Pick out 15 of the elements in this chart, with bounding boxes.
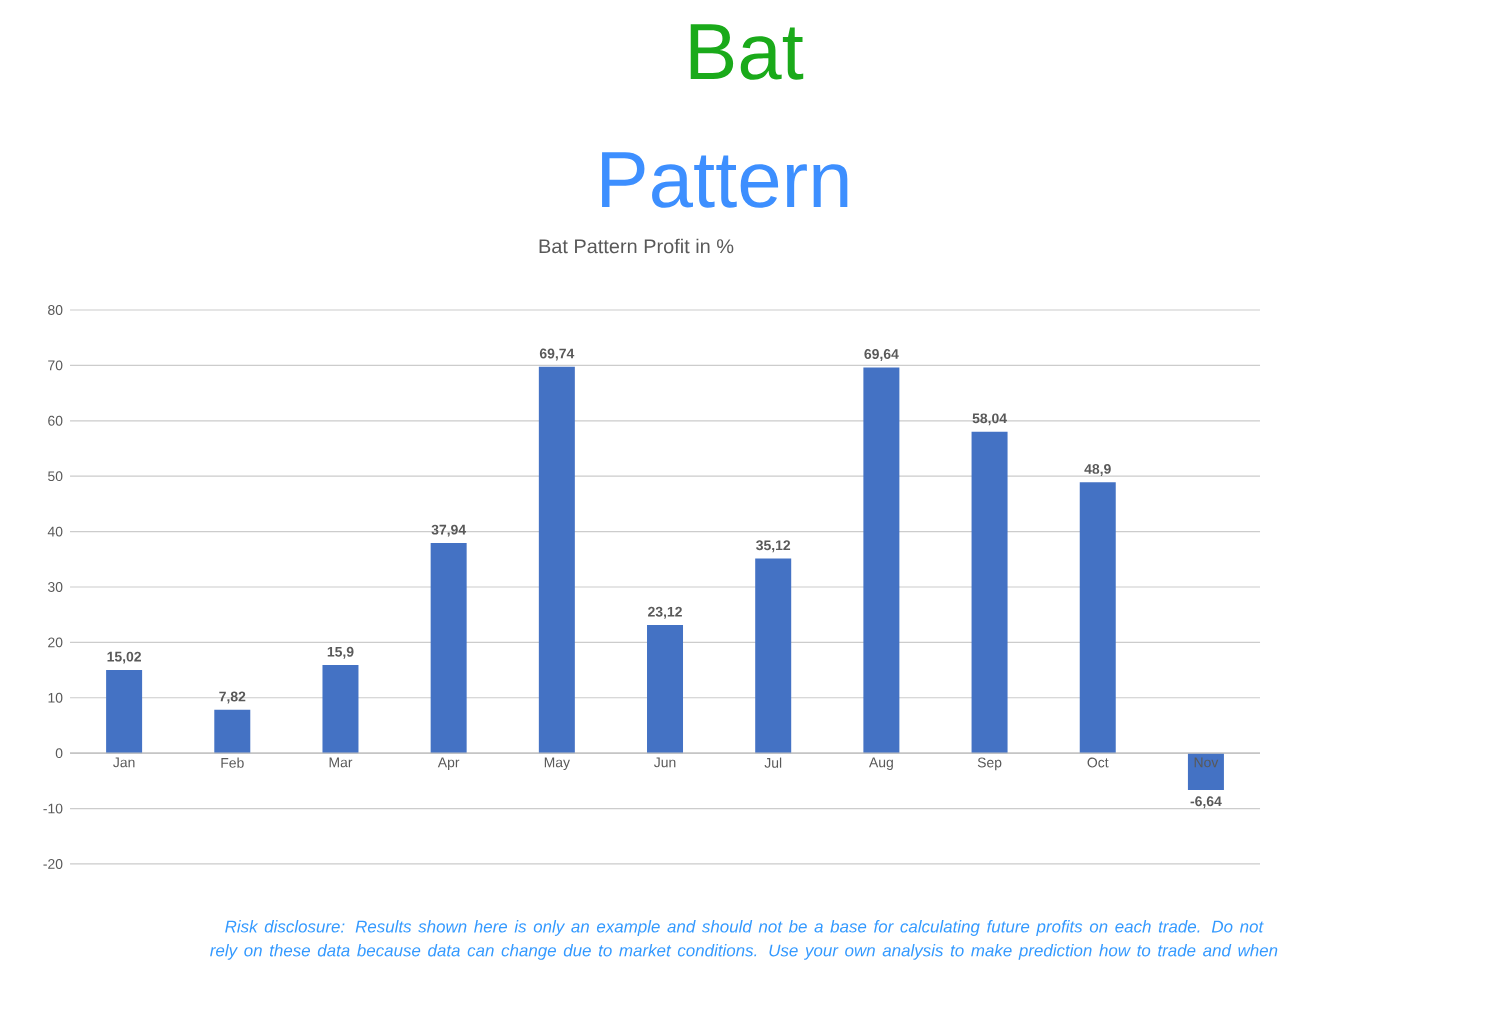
bar bbox=[430, 542, 467, 754]
bar bbox=[106, 669, 143, 754]
chart-title: Bat Pattern Profit in % bbox=[539, 238, 734, 254]
bar bbox=[647, 625, 684, 754]
bar bbox=[538, 366, 575, 754]
text: Bat bbox=[690, 24, 804, 80]
text: Pattern bbox=[602, 152, 848, 208]
bar bbox=[322, 665, 359, 754]
bar bbox=[1187, 753, 1224, 790]
bar bbox=[863, 367, 900, 754]
bar bbox=[971, 431, 1008, 754]
bar bbox=[1079, 482, 1116, 754]
bar bbox=[214, 709, 251, 754]
text: Risk disclosure: Results shown here is only an example and should not be a base for calculating future profits on each trade. Do not rely on these data because data can change due to market conditions. Use your own analysis to make prediction how to trade and when bbox=[210, 920, 1278, 960]
bar bbox=[755, 558, 792, 754]
